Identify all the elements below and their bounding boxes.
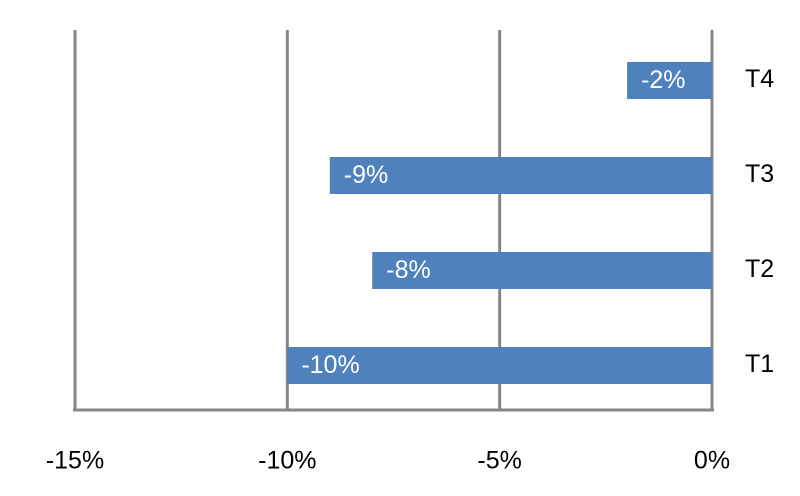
x-tick-label: -5%: [477, 447, 521, 475]
y-tick-label: T2: [745, 255, 774, 283]
x-tick-label: -10%: [258, 447, 316, 475]
bar: [627, 62, 712, 99]
bar: [287, 347, 712, 384]
bar: [372, 252, 712, 289]
x-tick-label: -15%: [46, 447, 104, 475]
y-tick-label: T3: [745, 160, 774, 188]
value-label: -9%: [344, 161, 388, 189]
value-label: -8%: [386, 256, 430, 284]
x-tick-label: 0%: [694, 447, 730, 475]
value-label: -10%: [301, 351, 359, 379]
y-tick-label: T4: [745, 65, 774, 93]
bar: [329, 157, 712, 194]
value-label: -2%: [641, 66, 685, 94]
y-tick-label: T1: [745, 350, 774, 378]
